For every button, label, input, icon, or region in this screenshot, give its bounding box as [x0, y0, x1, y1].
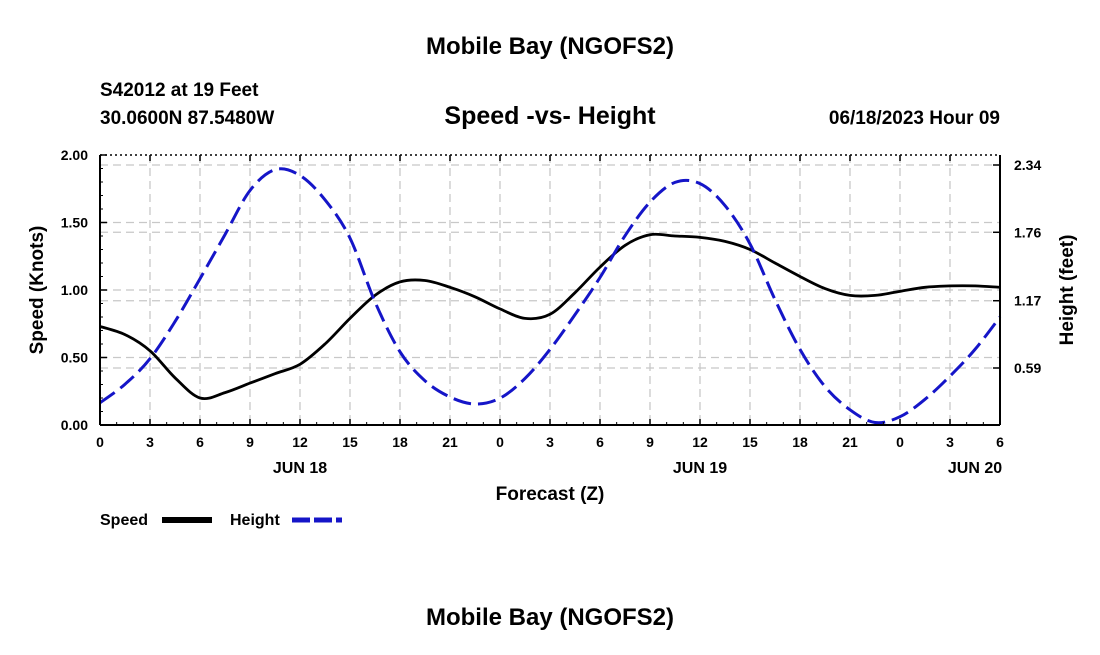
y-tick-label: 2.00 — [61, 147, 88, 163]
legend-label-height: Height — [230, 512, 280, 529]
y-tick-label: 1.50 — [61, 215, 88, 231]
x-tick-label: 6 — [196, 434, 204, 450]
station-label: S42012 at 19 Feet — [100, 80, 259, 101]
x-tick-label: 0 — [496, 434, 504, 450]
x-tick-label: 3 — [546, 434, 554, 450]
day-label: JUN 20 — [948, 460, 1002, 477]
x-tick-label: 15 — [742, 434, 758, 450]
y-tick-label: 0.00 — [61, 417, 88, 433]
x-tick-label: 21 — [442, 434, 458, 450]
x-axis-label: Forecast (Z) — [496, 484, 605, 505]
day-label: JUN 18 — [273, 460, 327, 477]
footer-title: Mobile Bay (NGOFS2) — [426, 604, 674, 631]
chart-title: Mobile Bay (NGOFS2) — [426, 33, 674, 60]
timestamp-label: 06/18/2023 Hour 09 — [829, 108, 1000, 129]
x-tick-label: 0 — [896, 434, 904, 450]
y-tick-label: 1.00 — [61, 282, 88, 298]
x-tick-label: 12 — [692, 434, 708, 450]
y2-tick-label: 1.76 — [1014, 224, 1041, 240]
y-tick-label: 0.50 — [61, 350, 88, 366]
x-tick-label: 9 — [646, 434, 654, 450]
y2-tick-label: 2.34 — [1014, 157, 1041, 173]
y-axis-label: Speed (Knots) — [27, 226, 48, 355]
series-line-height — [99, 167, 1002, 425]
x-tick-label: 18 — [392, 434, 408, 450]
x-tick-label: 15 — [342, 434, 358, 450]
x-tick-label: 3 — [946, 434, 954, 450]
x-tick-label: 18 — [792, 434, 808, 450]
x-tick-label: 12 — [292, 434, 308, 450]
series-layer — [99, 167, 1002, 425]
x-tick-label: 0 — [96, 434, 104, 450]
coordinates-label: 30.0600N 87.5480W — [100, 108, 274, 129]
x-tick-label: 6 — [996, 434, 1004, 450]
day-label: JUN 19 — [673, 460, 727, 477]
legend: Speed Height — [100, 512, 342, 529]
y2-tick-label: 0.59 — [1014, 360, 1041, 376]
x-tick-label: 3 — [146, 434, 154, 450]
x-tick-label: 9 — [246, 434, 254, 450]
x-tick-label: 6 — [596, 434, 604, 450]
chart-subtitle: Speed -vs- Height — [444, 102, 656, 130]
axes: 0 3 6 9 12 15 18 21 0 3 6 9 12 15 18 21 0 3 6 JUN 18 JUN 19 J… — [61, 147, 1042, 477]
grid — [100, 155, 1000, 425]
x-tick-label: 21 — [842, 434, 858, 450]
y2-tick-label: 1.17 — [1014, 293, 1041, 309]
series-line-speed — [99, 232, 1001, 400]
y2-axis-label: Height (feet) — [1057, 235, 1078, 346]
legend-label-speed: Speed — [100, 512, 148, 529]
